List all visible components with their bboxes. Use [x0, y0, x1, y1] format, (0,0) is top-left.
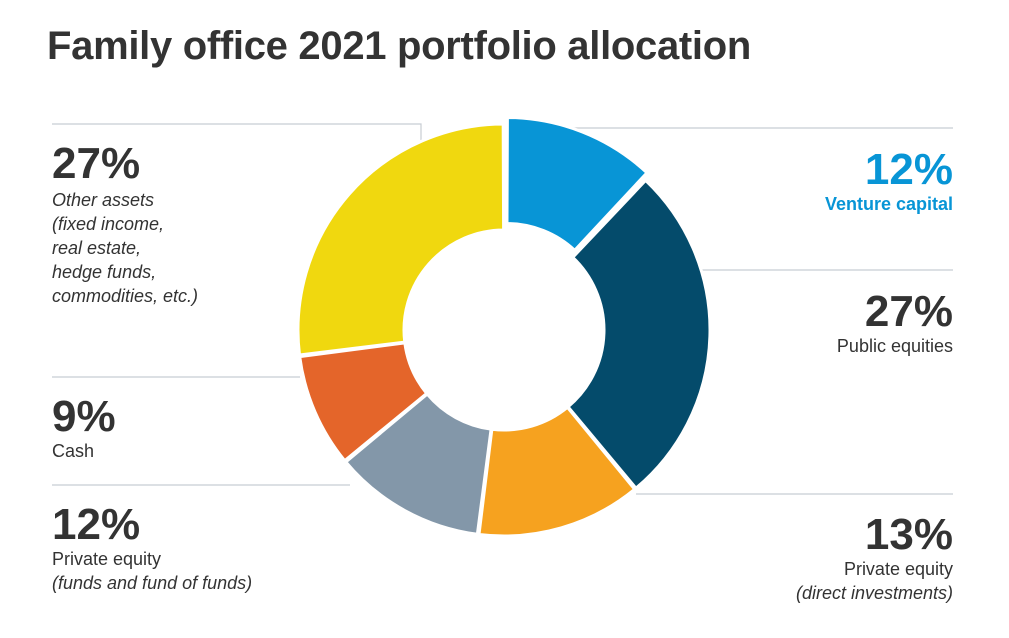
slice-cash-4: [298, 341, 429, 463]
venture-capital-name: Venture capital: [824, 194, 953, 214]
label-cash: 9% Cash: [52, 395, 116, 463]
label-venture-capital: 12% Venture capital: [825, 148, 953, 216]
slice-other-assets-5: [296, 122, 506, 357]
private-equity-direct-percent: 13%: [864, 510, 953, 559]
venture-capital-percent: 12%: [864, 145, 953, 194]
slice-venture-capital-0: [505, 115, 650, 253]
private-equity-funds-percent: 12%: [52, 500, 141, 549]
private-equity-direct-name: Private equity: [843, 559, 953, 579]
other-assets-percent: 27%: [52, 139, 141, 188]
public-equities-name: Public equities: [836, 336, 953, 356]
leader-line-3: [52, 123, 422, 140]
chart-title: Family office 2021 portfolio allocation: [47, 24, 752, 68]
cash-percent: 9%: [52, 392, 116, 441]
label-private-equity-funds: 12% Private equity (funds and fund of fu…: [52, 503, 252, 595]
label-other-assets: 27% Other assets (fixed income, real est…: [52, 142, 198, 308]
other-assets-desc: (fixed income, real estate, hedge funds,…: [52, 214, 199, 306]
label-private-equity-direct: 13% Private equity (direct investments): [796, 513, 953, 605]
private-equity-funds-desc: (funds and fund of funds): [52, 573, 253, 593]
other-assets-name: Other assets: [52, 190, 155, 210]
cash-name: Cash: [52, 441, 95, 461]
private-equity-funds-name: Private equity: [52, 549, 162, 569]
leader-lines: [52, 123, 953, 495]
slice-private-equity-2: [477, 405, 637, 538]
slice-private-equity-3: [343, 391, 493, 536]
label-public-equities: 27% Public equities: [837, 290, 953, 358]
donut-slices: [296, 115, 712, 538]
private-equity-direct-desc: (direct investments): [795, 583, 953, 603]
public-equities-percent: 27%: [864, 287, 953, 336]
slice-public-equities-1: [565, 178, 712, 491]
